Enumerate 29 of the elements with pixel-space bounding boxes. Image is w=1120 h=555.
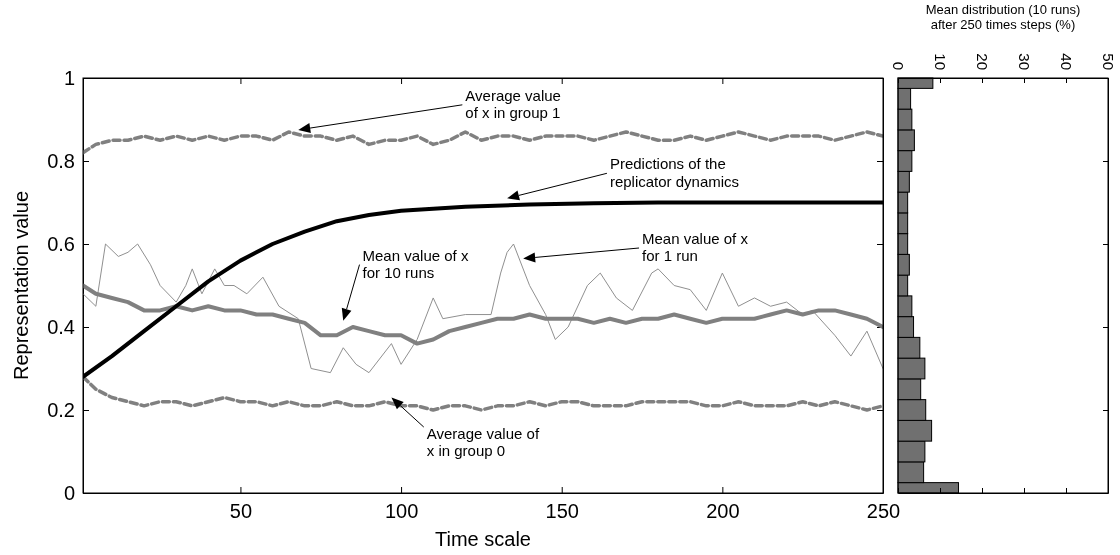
x-tick-label: 0 bbox=[890, 61, 908, 70]
x-tick-label: 10 bbox=[932, 53, 950, 70]
y-tick-label: 0.6 bbox=[47, 232, 75, 255]
line-series bbox=[83, 375, 883, 412]
x-tick-label: 20 bbox=[974, 53, 992, 70]
y-axis-title: Representation value bbox=[10, 190, 32, 381]
y-tick-label: 0.4 bbox=[47, 315, 75, 338]
x-tick-label: 250 bbox=[866, 500, 901, 522]
annotation: Average value of x in group 1 bbox=[465, 86, 561, 122]
x-axis-title: Time scale bbox=[435, 528, 531, 550]
annotation: Mean value of x for 1 run bbox=[642, 230, 749, 265]
x-tick-label: 100 bbox=[384, 500, 419, 522]
line-series bbox=[83, 130, 883, 155]
x-tick-label: 30 bbox=[1016, 53, 1034, 70]
x-tick-label: 40 bbox=[1058, 53, 1076, 70]
annotation: Predictions of the replicator dynamics bbox=[609, 155, 740, 190]
y-tick-label: 0.8 bbox=[47, 149, 75, 172]
y-tick-label: 0.2 bbox=[47, 398, 75, 421]
x-tick-label: 200 bbox=[706, 500, 740, 522]
y-tick-label: 0 bbox=[63, 481, 75, 504]
line-series bbox=[83, 243, 883, 374]
annotation: Mean value of x for 10 runs bbox=[362, 246, 469, 281]
x-tick-label: 150 bbox=[545, 500, 579, 522]
y-tick-label: 1 bbox=[63, 66, 75, 89]
annotation: Average value of x in group 0 bbox=[426, 425, 540, 460]
chart-title: Mean distribution (10 runs) after 250 times steps (%) bbox=[925, 2, 1081, 32]
x-tick-label: 50 bbox=[1100, 53, 1118, 70]
x-tick-label: 50 bbox=[229, 500, 253, 522]
line-series bbox=[83, 283, 883, 346]
